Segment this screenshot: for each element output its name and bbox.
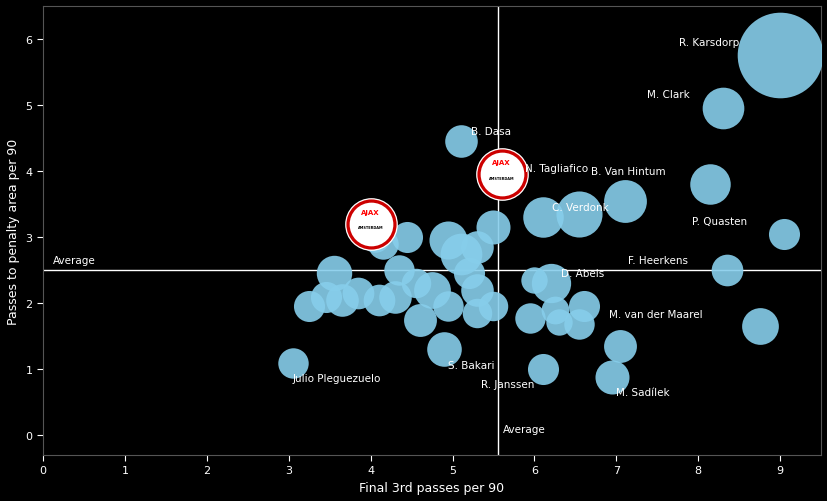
Point — [442, 303, 455, 311]
Text: P. Quasten: P. Quasten — [691, 216, 747, 226]
Point — [576, 303, 590, 311]
Point — [392, 267, 405, 275]
Text: AJAX: AJAX — [492, 160, 510, 166]
Point — [364, 220, 377, 228]
Text: F. Heerkens: F. Heerkens — [627, 256, 686, 266]
Point — [368, 233, 381, 241]
Point — [442, 237, 455, 245]
Point — [552, 318, 565, 326]
Point — [495, 171, 508, 179]
Point — [572, 210, 586, 218]
Point — [719, 267, 733, 275]
Point — [425, 287, 438, 295]
Point — [302, 303, 315, 311]
Text: M. van der Maarel: M. van der Maarel — [608, 310, 701, 320]
Point — [752, 323, 765, 331]
Text: M. Sadílek: M. Sadílek — [615, 387, 669, 397]
Point — [613, 342, 626, 350]
Text: C. Verdonk: C. Verdonk — [552, 203, 609, 213]
Point — [351, 290, 365, 298]
Point — [364, 220, 377, 228]
Text: B. Van Hintum: B. Van Hintum — [590, 167, 665, 177]
Point — [486, 224, 500, 232]
Text: R. Karsdorp: R. Karsdorp — [678, 38, 739, 48]
Text: N. Tagliafico: N. Tagliafico — [524, 163, 587, 173]
Point — [703, 181, 716, 189]
Point — [327, 270, 340, 278]
Point — [409, 280, 422, 288]
Text: B. Dasa: B. Dasa — [470, 127, 510, 137]
Point — [470, 310, 483, 318]
Point — [527, 277, 540, 285]
Point — [495, 171, 508, 179]
Text: AJAX: AJAX — [361, 209, 380, 215]
Text: M. Clark: M. Clark — [647, 90, 689, 100]
X-axis label: Final 3rd passes per 90: Final 3rd passes per 90 — [359, 481, 504, 494]
Point — [470, 287, 483, 295]
Point — [470, 243, 483, 252]
Text: Average: Average — [53, 256, 95, 266]
Point — [437, 346, 451, 354]
Point — [413, 316, 426, 324]
Point — [453, 250, 466, 258]
Point — [495, 171, 508, 179]
Point — [400, 233, 414, 241]
Text: AMSTERDAM: AMSTERDAM — [488, 176, 514, 180]
Text: D. Abels: D. Abels — [560, 269, 603, 279]
Point — [286, 359, 299, 367]
Point — [461, 270, 475, 278]
Text: S. Bakari: S. Bakari — [448, 361, 495, 371]
Point — [375, 240, 389, 248]
Point — [777, 230, 790, 238]
Point — [605, 373, 618, 381]
Point — [453, 138, 466, 146]
Text: AMSTERDAM: AMSTERDAM — [357, 226, 383, 230]
Point — [772, 53, 786, 61]
Point — [715, 105, 729, 113]
Text: Average: Average — [502, 424, 544, 434]
Point — [617, 197, 630, 205]
Point — [318, 293, 332, 301]
Y-axis label: Passes to penalty area per 90: Passes to penalty area per 90 — [7, 138, 20, 324]
Point — [572, 321, 586, 329]
Point — [543, 280, 557, 288]
Point — [335, 296, 348, 304]
Point — [547, 306, 561, 314]
Point — [364, 220, 377, 228]
Text: Julio Pleguezuelo: Julio Pleguezuelo — [293, 374, 380, 384]
Point — [388, 293, 401, 301]
Point — [372, 296, 385, 304]
Text: R. Janssen: R. Janssen — [480, 379, 533, 389]
Point — [486, 303, 500, 311]
Point — [535, 365, 548, 373]
Point — [535, 214, 548, 222]
Point — [523, 314, 536, 322]
